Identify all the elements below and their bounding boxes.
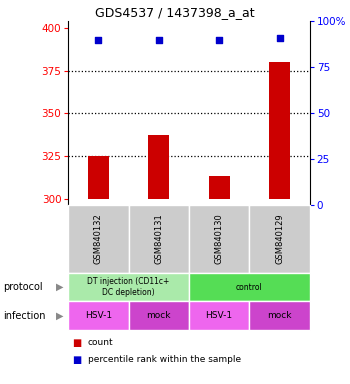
Text: ■: ■ (72, 355, 81, 365)
Text: mock: mock (147, 311, 171, 320)
Text: percentile rank within the sample: percentile rank within the sample (88, 355, 241, 364)
Text: protocol: protocol (4, 282, 43, 292)
Text: GSM840131: GSM840131 (154, 214, 163, 265)
Point (216, 36, 222, 43)
Text: DT injection (CD11c+
DC depletion): DT injection (CD11c+ DC depletion) (88, 277, 170, 297)
Point (156, 36, 162, 43)
Text: ■: ■ (72, 338, 81, 348)
Bar (209, 176, 230, 199)
Text: GSM840130: GSM840130 (215, 214, 224, 265)
Text: GSM840129: GSM840129 (275, 214, 284, 264)
Text: HSV-1: HSV-1 (206, 311, 233, 320)
Text: GSM840132: GSM840132 (94, 214, 103, 265)
Text: control: control (236, 283, 263, 291)
Text: mock: mock (267, 311, 292, 320)
Bar (88, 156, 109, 199)
Text: count: count (88, 338, 113, 347)
Point (96, 36, 101, 43)
Text: GDS4537 / 1437398_a_at: GDS4537 / 1437398_a_at (95, 7, 255, 19)
Bar (269, 62, 290, 199)
Text: ▶: ▶ (56, 311, 63, 321)
Point (277, 35, 282, 41)
Text: ▶: ▶ (56, 282, 63, 292)
Bar (148, 136, 169, 199)
Text: infection: infection (4, 311, 46, 321)
Text: HSV-1: HSV-1 (85, 311, 112, 320)
